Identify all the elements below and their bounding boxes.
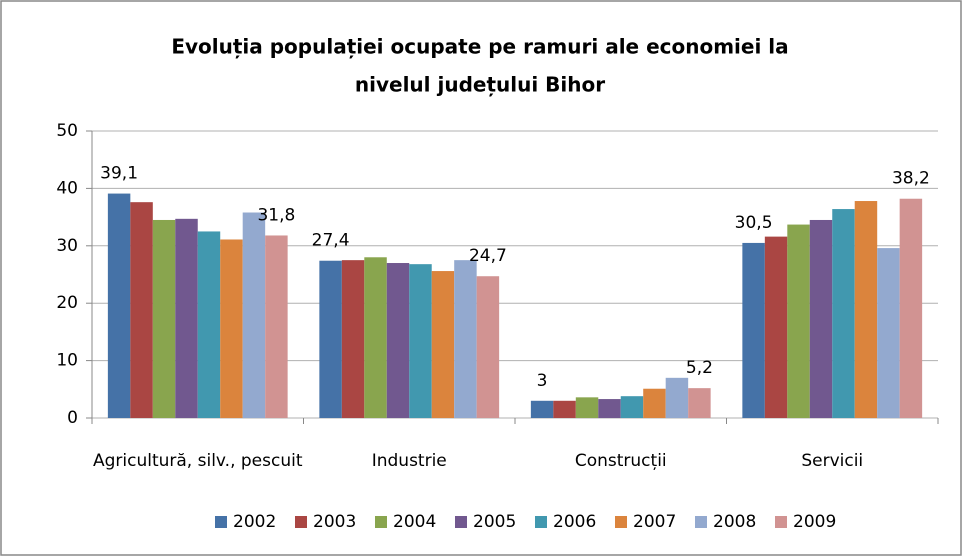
legend-label: 2004 xyxy=(393,512,436,532)
bar xyxy=(341,260,365,418)
y-tick-label: 40 xyxy=(56,178,78,198)
legend-swatch xyxy=(375,516,387,528)
data-label: 5,2 xyxy=(686,358,713,378)
bar xyxy=(620,396,644,418)
bar xyxy=(107,193,131,418)
bar xyxy=(130,202,153,418)
bar xyxy=(152,219,176,418)
legend-swatch xyxy=(775,516,787,528)
bar xyxy=(899,198,923,418)
legend-label: 2003 xyxy=(313,512,356,532)
x-tick-label: Servicii xyxy=(801,451,863,471)
data-label: 3 xyxy=(537,371,548,391)
y-tick-label: 20 xyxy=(56,293,78,313)
bar xyxy=(220,239,243,418)
bar xyxy=(319,260,342,418)
data-label: 30,5 xyxy=(735,213,773,233)
legend-swatch xyxy=(535,516,547,528)
bar xyxy=(688,388,711,418)
legend-swatch xyxy=(215,516,227,528)
chart-title: nivelul județului Bihor xyxy=(355,73,605,97)
bar xyxy=(598,399,621,418)
bar xyxy=(643,388,666,418)
bar xyxy=(364,257,387,418)
bar xyxy=(197,231,221,418)
legend-swatch xyxy=(295,516,307,528)
y-tick-label: 50 xyxy=(56,121,78,141)
legend-label: 2006 xyxy=(553,512,596,532)
bar xyxy=(386,263,410,418)
bar xyxy=(764,236,788,418)
bar xyxy=(575,397,599,418)
bar xyxy=(454,260,477,418)
bar xyxy=(787,224,810,418)
y-tick-label: 30 xyxy=(56,236,78,256)
legend-label: 2008 xyxy=(713,512,756,532)
bar xyxy=(530,400,554,418)
x-tick-label: Industrie xyxy=(372,451,447,471)
data-label: 39,1 xyxy=(100,164,138,184)
y-tick-label: 10 xyxy=(56,351,78,371)
bar xyxy=(242,212,266,418)
legend-label: 2007 xyxy=(633,512,676,532)
legend-swatch xyxy=(455,516,467,528)
data-label: 31,8 xyxy=(257,205,295,225)
bar xyxy=(742,242,765,418)
bar xyxy=(553,400,576,418)
legend-swatch xyxy=(615,516,627,528)
bar xyxy=(175,218,198,418)
chart-title: Evoluția populației ocupate pe ramuri al… xyxy=(171,35,788,59)
bar xyxy=(476,276,500,418)
bar xyxy=(431,271,455,418)
legend-label: 2002 xyxy=(233,512,276,532)
legend-label: 2005 xyxy=(473,512,516,532)
bar xyxy=(265,235,288,418)
bar xyxy=(877,248,900,418)
data-label: 27,4 xyxy=(312,231,350,251)
bar xyxy=(409,264,432,418)
legend-swatch xyxy=(695,516,707,528)
bar xyxy=(832,209,855,418)
y-tick-label: 0 xyxy=(67,408,78,428)
data-label: 38,2 xyxy=(892,169,930,189)
bar xyxy=(854,201,878,418)
x-tick-label: Agricultură, silv., pescuit xyxy=(93,451,303,471)
bar xyxy=(809,219,833,418)
legend-label: 2009 xyxy=(793,512,836,532)
data-label: 24,7 xyxy=(469,246,507,266)
x-tick-label: Construcții xyxy=(575,451,667,471)
bar xyxy=(665,377,689,418)
